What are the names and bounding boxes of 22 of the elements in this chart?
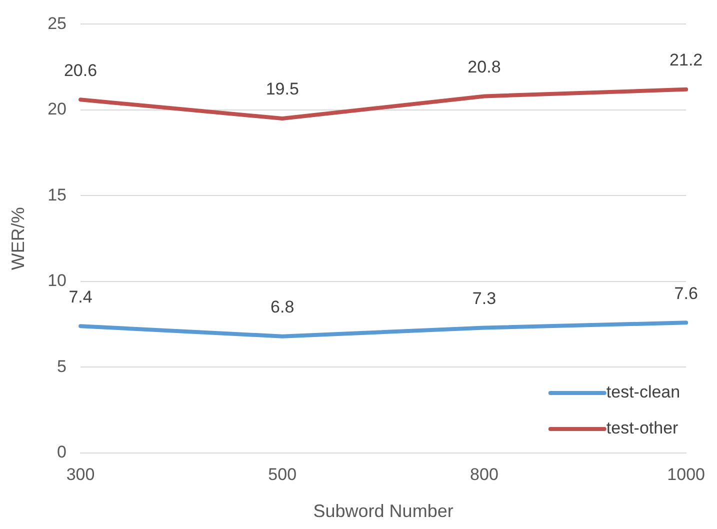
- data-label: 7.4: [68, 287, 92, 306]
- data-label: 7.3: [472, 288, 496, 308]
- legend-label: test-clean: [606, 382, 680, 402]
- x-tick-label: 500: [268, 464, 297, 484]
- x-tick-label: 300: [66, 464, 95, 484]
- y-tick-label: 10: [48, 271, 67, 290]
- data-label: 7.6: [674, 284, 698, 303]
- y-tick-label: 0: [57, 442, 67, 462]
- data-label: 21.2: [670, 50, 703, 70]
- data-label: 6.8: [270, 298, 294, 317]
- data-label: 19.5: [266, 80, 299, 99]
- y-axis-title: WER/%: [8, 207, 28, 270]
- x-axis-title: Subword Number: [313, 501, 454, 522]
- x-tick-label: 1000: [667, 464, 706, 484]
- y-tick-label: 20: [48, 100, 67, 119]
- y-tick-label: 25: [48, 14, 67, 33]
- x-tick-label: 800: [470, 464, 498, 484]
- data-label: 20.6: [64, 60, 98, 80]
- y-tick-label: 15: [48, 185, 67, 204]
- legend-label: test-other: [606, 418, 679, 438]
- y-tick-label: 5: [57, 356, 67, 376]
- data-label: 20.8: [468, 57, 501, 76]
